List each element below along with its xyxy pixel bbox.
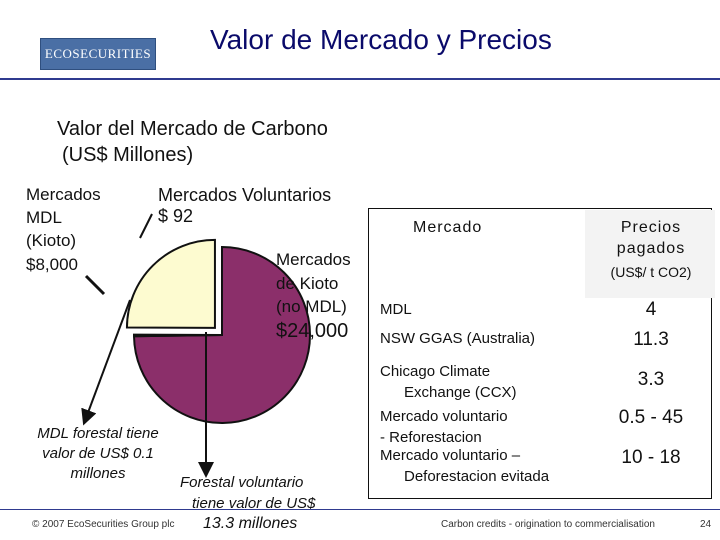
page-title: Valor de Mercado y Precios bbox=[210, 24, 552, 55]
forestal-voluntary-value: 13.3 millones bbox=[203, 515, 298, 532]
chart-title: Valor del Mercado de Carbono bbox=[57, 118, 328, 140]
forestal-mdl-arrow bbox=[81, 299, 131, 426]
kyoto-mdl-label-line: MDL bbox=[26, 208, 62, 227]
table-row-market: Mercado voluntario – Deforestacion evitad… bbox=[380, 447, 550, 485]
table-row-market: NSW GGAS (Australia) bbox=[380, 330, 536, 347]
price-column-header: Precios bbox=[620, 219, 682, 236]
voluntary-markets-value: $ 92 bbox=[158, 206, 194, 226]
table-row-price: 10 - 18 bbox=[621, 447, 681, 468]
page-number: 24 bbox=[700, 519, 712, 530]
table-row-price: 0.5 - 45 bbox=[618, 407, 684, 428]
table-row-price: 3.3 bbox=[637, 369, 665, 390]
table-row-market: MDL bbox=[380, 301, 412, 318]
kyoto-nomdl-label-line: (no MDL) bbox=[276, 297, 347, 316]
market-column-header: Mercado bbox=[413, 219, 483, 236]
forestal-voluntary-annotation-line: Forestal voluntario bbox=[180, 474, 304, 491]
carbon-market-pie-chart bbox=[125, 238, 311, 424]
kyoto-mdl-value: $8,000 bbox=[26, 255, 78, 274]
pie-slice-kyoto-no-mdl bbox=[132, 245, 311, 424]
kyoto-mdl-pointer bbox=[84, 274, 106, 296]
ecosecurities-logo: ECOSECURITIES bbox=[40, 38, 156, 70]
forestal-voluntary-annotation-line: tiene valor de US$ bbox=[192, 495, 316, 512]
kyoto-mdl-label-line: Mercados bbox=[26, 185, 101, 204]
kyoto-nomdl-label-line: de Kioto bbox=[276, 274, 339, 293]
chart-units: (US$ Millones) bbox=[62, 144, 194, 166]
kyoto-nomdl-label-line: Mercados bbox=[276, 250, 351, 269]
kyoto-nomdl-value: $24,000 bbox=[276, 320, 349, 342]
kyoto-mdl-label-line: (Kioto) bbox=[26, 231, 77, 250]
table-row-market: Mercado voluntario - Reforestacion bbox=[380, 408, 508, 446]
logo-text: ECOSECURITIES bbox=[44, 46, 152, 61]
footer-divider bbox=[0, 509, 720, 510]
price-header-background bbox=[585, 210, 715, 298]
footer-tagline: Carbon credits - origination to commerci… bbox=[441, 519, 655, 530]
table-row-price: 4 bbox=[645, 299, 657, 320]
table-row-price: 11.3 bbox=[633, 329, 669, 350]
prices-table bbox=[368, 208, 712, 499]
pie-slice-voluntary bbox=[132, 333, 223, 338]
price-column-header: pagados bbox=[616, 240, 686, 257]
table-row-market: Chicago Climate Exchange (CCX) bbox=[380, 363, 517, 401]
voluntary-markets-label: Mercados Voluntarios bbox=[158, 185, 332, 205]
voluntary-pointer bbox=[139, 213, 153, 239]
forestal-mdl-annotation: MDL forestal tiene valor de US$ 0.1 mill… bbox=[37, 425, 159, 482]
title-divider bbox=[0, 78, 720, 80]
price-unit-header: (US$/ t CO2) bbox=[610, 264, 692, 280]
pie-slice-kyoto-mdl bbox=[125, 238, 216, 329]
footer-copyright: © 2007 EcoSecurities Group plc bbox=[32, 519, 175, 530]
